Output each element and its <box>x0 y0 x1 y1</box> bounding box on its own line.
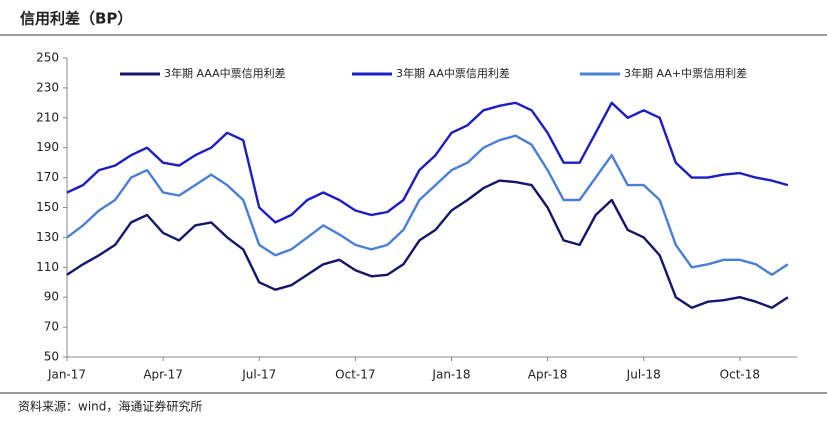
x-tick-label: Jan-17 <box>47 368 86 382</box>
source-note: 资料来源：wind，海通证券研究所 <box>18 399 202 414</box>
legend-label: 3年期 AA中票信用利差 <box>396 66 510 80</box>
y-tick-label: 190 <box>36 140 59 154</box>
y-tick-label: 230 <box>36 80 59 94</box>
y-tick-label: 70 <box>44 320 59 334</box>
y-tick-label: 250 <box>36 51 59 65</box>
y-tick-label: 90 <box>44 290 59 304</box>
y-tick-label: 130 <box>36 230 59 244</box>
x-tick-label: Apr-17 <box>143 368 183 382</box>
x-tick-label: Jul-18 <box>626 368 661 382</box>
y-tick-label: 110 <box>36 260 59 274</box>
series-line <box>66 134 789 276</box>
y-tick-label: 210 <box>36 110 59 124</box>
x-tick-label: Oct-18 <box>720 368 760 382</box>
chart-title: 信用利差（BP） <box>20 10 132 28</box>
x-tick-label: Jan-18 <box>431 368 470 382</box>
y-tick-label: 50 <box>44 350 59 364</box>
x-tick-label: Oct-17 <box>335 368 375 382</box>
y-tick-label: 150 <box>36 200 59 214</box>
series-line <box>66 101 789 224</box>
legend-label: 3年期 AA+中票信用利差 <box>624 66 747 80</box>
x-tick-label: Jul-17 <box>241 368 276 382</box>
y-tick-label: 170 <box>36 170 59 184</box>
x-tick-label: Apr-18 <box>528 368 568 382</box>
series-line <box>66 179 789 309</box>
legend-label: 3年期 AAA中票信用利差 <box>164 66 286 80</box>
